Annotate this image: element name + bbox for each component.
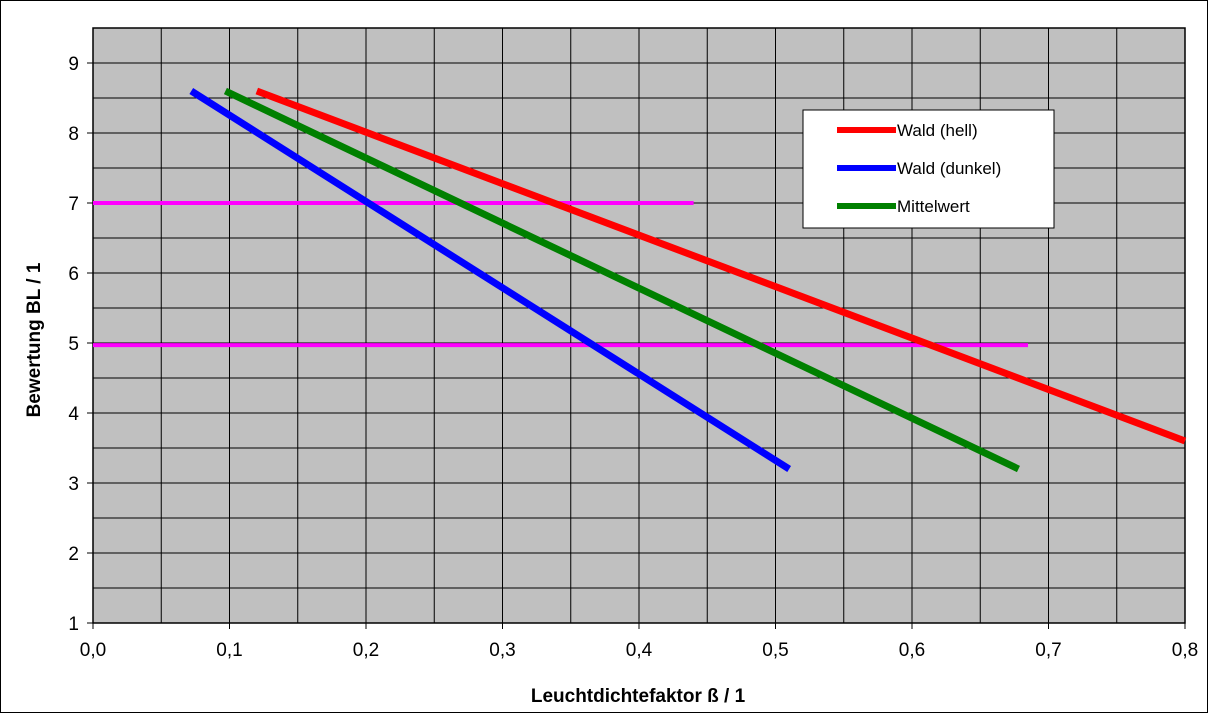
- y-axis-ticks: 1 2 3 4 5 6 7 8 9: [68, 54, 93, 635]
- x-axis-ticks: 0,0 0,1 0,2 0,3 0,4 0,5 0,6 0,7 0,8: [80, 623, 1198, 661]
- legend-label-wald-hell: Wald (hell): [897, 121, 978, 140]
- y-tick-label: 7: [68, 194, 79, 215]
- x-tick-label: 0,0: [80, 640, 106, 661]
- x-tick-label: 0,4: [626, 640, 653, 661]
- y-tick-label: 6: [68, 264, 79, 285]
- legend-label-mittelwert: Mittelwert: [897, 197, 970, 216]
- y-axis-title: Bewertung BL / 1: [24, 262, 45, 417]
- x-tick-label: 0,2: [353, 640, 379, 661]
- y-tick-label: 4: [68, 404, 79, 425]
- reference-lines: [93, 201, 1029, 348]
- series-line-mittelwert: [223, 87, 1020, 473]
- x-tick-label: 0,3: [489, 640, 515, 661]
- y-tick-label: 3: [68, 474, 79, 495]
- x-axis-title: Leuchtdichtefaktor ß / 1: [531, 686, 746, 707]
- series-lines: [189, 87, 1187, 473]
- gridlines: [92, 27, 1186, 624]
- x-tick-label: 0,5: [762, 640, 788, 661]
- series-line-wald-hell: [255, 87, 1187, 445]
- x-tick-label: 0,6: [899, 640, 925, 661]
- y-tick-label: 9: [68, 54, 79, 75]
- x-tick-label: 0,7: [1035, 640, 1061, 661]
- x-tick-label: 0,8: [1172, 640, 1198, 661]
- y-tick-label: 1: [68, 614, 79, 635]
- y-tick-label: 8: [68, 124, 79, 145]
- legend: Wald (hell) Wald (dunkel) Mittelwert: [802, 109, 1055, 229]
- series-line-wald-dunkel: [189, 88, 792, 472]
- legend-label-wald-dunkel: Wald (dunkel): [897, 159, 1001, 178]
- x-tick-label: 0,1: [216, 640, 242, 661]
- y-tick-label: 5: [68, 334, 79, 355]
- y-tick-label: 2: [68, 544, 79, 565]
